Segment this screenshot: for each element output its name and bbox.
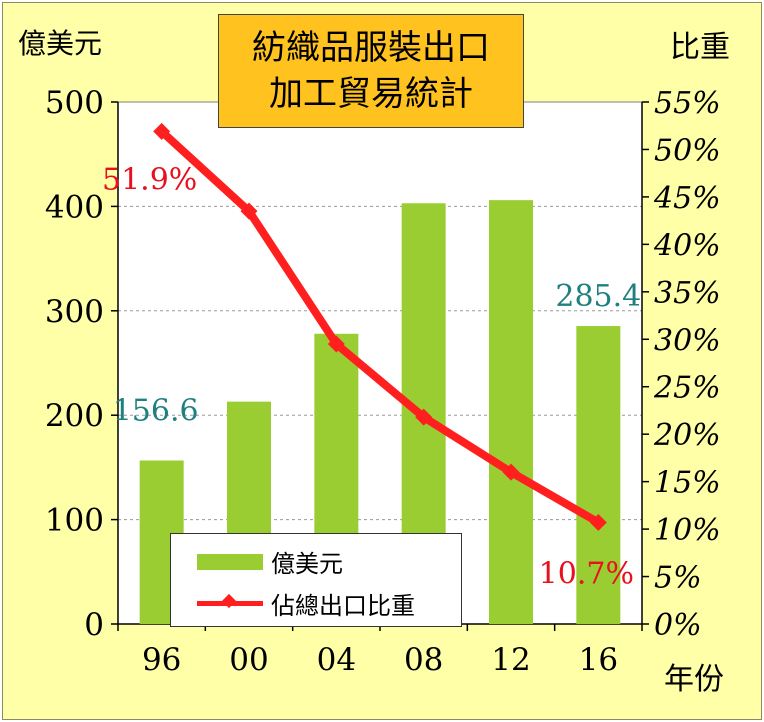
- x-tick-label-16: 16: [579, 642, 618, 678]
- right-tick-label-5: 25%: [653, 371, 721, 406]
- chart-title-line-2: 加工貿易統計: [269, 74, 473, 114]
- data-label-1-5: 10.7%: [539, 556, 634, 591]
- x-tick-label-04: 04: [317, 642, 356, 678]
- chart-title-line-1: 紡織品服裝出口: [252, 28, 490, 68]
- line-share: [157, 127, 603, 527]
- right-tick-label-3: 15%: [654, 466, 721, 501]
- right-axis-unit: 比重: [670, 30, 730, 65]
- data-label-1-0: 51.9%: [102, 162, 197, 197]
- bar-16: [576, 326, 621, 624]
- right-tick-label-8: 40%: [653, 228, 721, 263]
- data-label-0-0: 156.6: [113, 394, 199, 429]
- chart-title: 紡織品服裝出口 加工貿易統計: [218, 14, 524, 128]
- bar-12: [489, 200, 533, 625]
- right-tick-label-11: 55%: [654, 86, 721, 121]
- legend: 億美元 佔總出口比重: [170, 533, 462, 627]
- legend-swatch-line: [197, 601, 263, 606]
- line-point-12: [502, 463, 520, 481]
- legend-item-line: 佔總出口比重: [171, 586, 415, 621]
- line-point-08: [415, 408, 433, 426]
- right-tick-label-10: 50%: [654, 133, 721, 168]
- x-tick-label-08: 08: [404, 642, 443, 678]
- right-tick-label-2: 10%: [654, 513, 721, 548]
- x-tick-label-96: 96: [142, 642, 181, 678]
- left-tick-label-300: 300: [45, 294, 104, 330]
- right-tick-label-0: 0%: [654, 608, 702, 643]
- left-tick-label-0: 0: [84, 607, 104, 643]
- legend-item-bar: 億美元: [171, 544, 343, 579]
- left-axis-unit: 億美元: [18, 27, 103, 60]
- line-point-16: [589, 513, 607, 531]
- line-point-00: [240, 202, 258, 220]
- legend-label-bar: 億美元: [271, 550, 343, 578]
- right-tick-label-4: 20%: [653, 418, 721, 453]
- right-tick-label-9: 45%: [653, 181, 721, 216]
- x-tick-label-00: 00: [229, 642, 268, 678]
- x-axis-unit: 年份: [664, 662, 724, 697]
- line-point-96: [153, 122, 171, 140]
- data-label-0-5: 285.4: [555, 279, 641, 314]
- left-tick-label-100: 100: [45, 503, 104, 539]
- right-tick-label-6: 30%: [654, 323, 721, 358]
- left-tick-label-500: 500: [45, 85, 104, 121]
- x-tick-label-12: 12: [491, 642, 530, 678]
- line-point-04: [327, 335, 345, 353]
- left-tick-label-200: 200: [45, 398, 104, 434]
- legend-label-line: 佔總出口比重: [271, 592, 415, 620]
- right-tick-label-7: 35%: [654, 276, 721, 311]
- legend-swatch-bar: [197, 553, 263, 570]
- left-tick-label-400: 400: [45, 189, 104, 225]
- right-tick-label-1: 5%: [654, 561, 702, 596]
